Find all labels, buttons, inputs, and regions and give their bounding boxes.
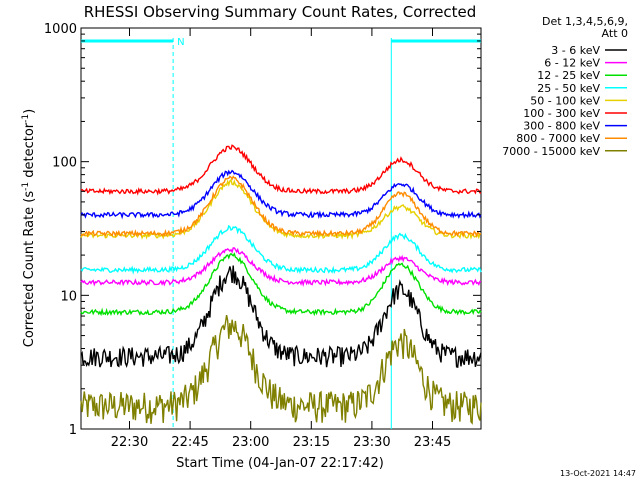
x-tick-label: 23:30: [353, 435, 390, 450]
legend-header-line-1: Det 1,3,4,5,6,9,: [542, 15, 628, 28]
legend-label: 100 - 300 keV: [523, 107, 600, 120]
series-line: [80, 175, 482, 239]
series-line: [80, 247, 482, 287]
y-axis: 1 10 100 1000: [44, 22, 481, 438]
legend-label: 800 - 7000 keV: [516, 132, 600, 145]
y-tick-label: 1: [69, 423, 77, 438]
legend-label: 12 - 25 keV: [537, 69, 600, 82]
series-line: [80, 252, 482, 317]
legend-label: 3 - 6 keV: [551, 44, 600, 57]
x-axis-label: Start Time (04-Jan-07 22:17:42): [176, 456, 384, 471]
y-tick-label: 1000: [44, 22, 77, 37]
x-tick-label: 22:45: [171, 435, 208, 450]
series-line: [80, 169, 482, 220]
x-tick-label: 23:45: [414, 435, 451, 450]
plot-frame: [80, 27, 482, 430]
series-line: [80, 314, 482, 425]
y-axis-label: Corrected Count Rate (s-1 detector-1): [21, 109, 37, 347]
series-line: [80, 265, 482, 369]
x-axis: 22:30 22:45 23:00 23:15 23:30 23:45: [111, 28, 451, 450]
series-group: [80, 144, 482, 425]
y-tick-label: 10: [60, 289, 77, 304]
x-tick-label: 22:30: [111, 435, 148, 450]
night-label: N: [177, 37, 184, 48]
series-line: [80, 224, 482, 275]
series-line: [80, 144, 482, 196]
legend-label: 6 - 12 keV: [544, 57, 600, 70]
y-tick-label: 100: [52, 156, 77, 171]
x-tick-label: 23:00: [232, 435, 269, 450]
legend-label: 50 - 100 keV: [530, 94, 600, 107]
legend-label: 300 - 800 keV: [523, 120, 600, 133]
x-tick-label: 23:15: [293, 435, 330, 450]
footer-timestamp: 13-Oct-2021 14:47: [560, 469, 636, 478]
chart-title: RHESSI Observing Summary Count Rates, Co…: [84, 3, 477, 21]
legend-header-line-2: Att 0: [602, 27, 628, 40]
legend-label: 25 - 50 keV: [537, 82, 600, 95]
legend-label: 7000 - 15000 keV: [502, 145, 600, 158]
